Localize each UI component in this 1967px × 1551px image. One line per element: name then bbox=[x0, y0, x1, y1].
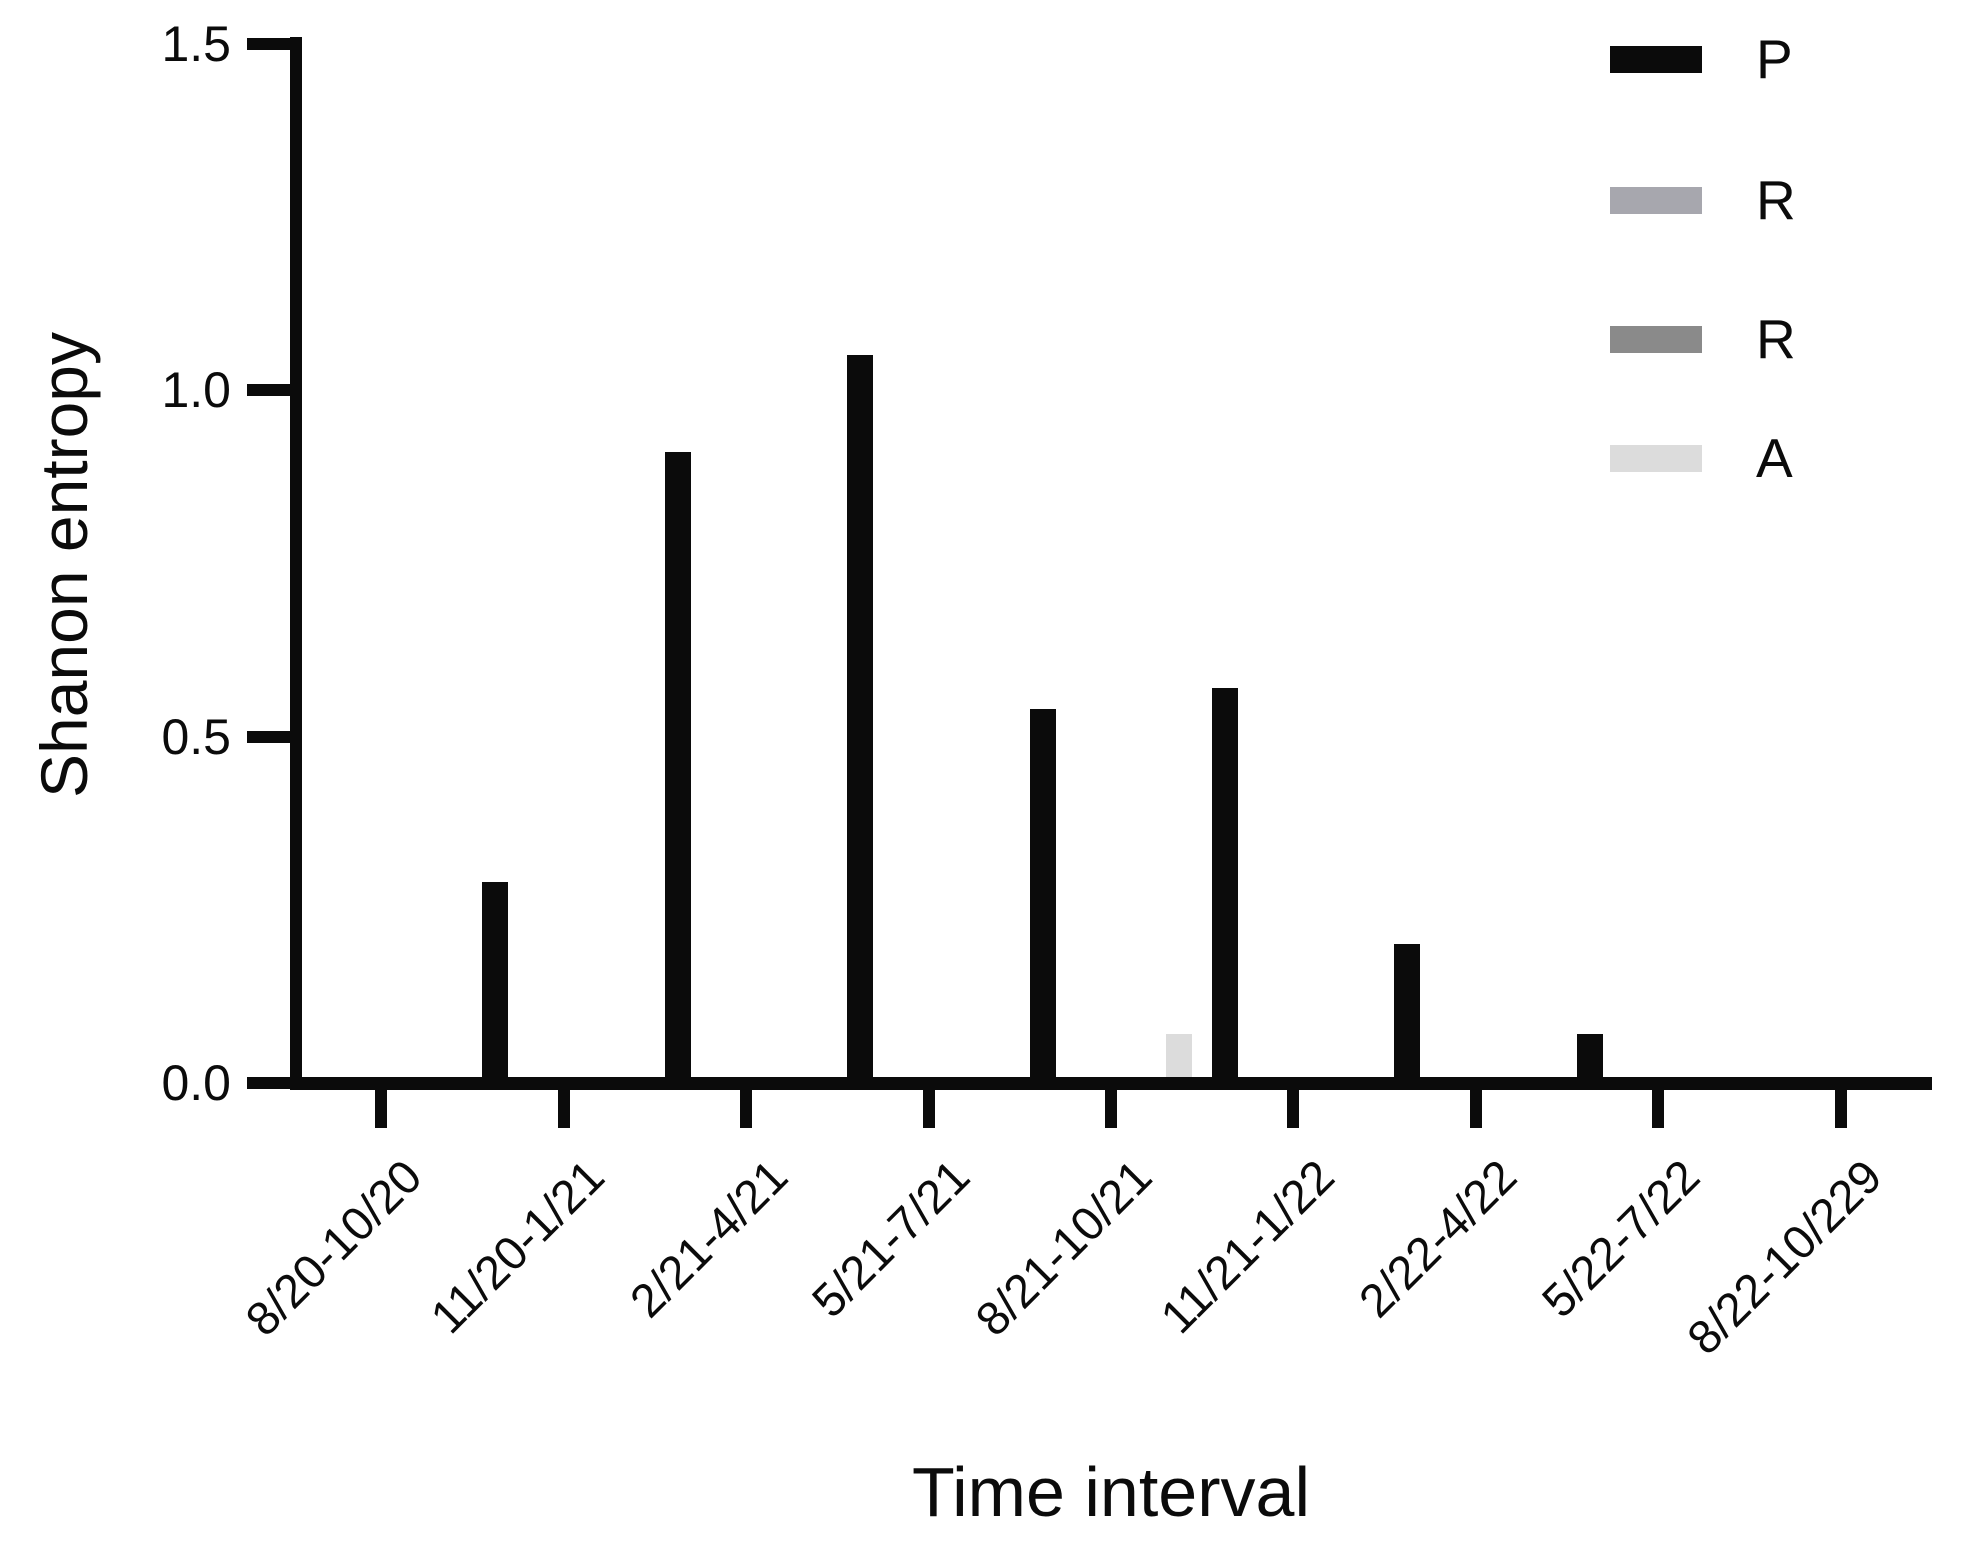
legend-label: A bbox=[1756, 427, 1793, 489]
legend-label: R bbox=[1756, 308, 1796, 370]
legend-swatch-r bbox=[1610, 325, 1702, 353]
y-tick bbox=[247, 730, 290, 743]
y-tick-label: 1.5 bbox=[161, 15, 231, 72]
legend-row: P bbox=[1610, 31, 1793, 87]
x-tick-label: 2/21-4/21 bbox=[618, 1149, 797, 1328]
y-axis-line bbox=[290, 37, 302, 1090]
legend-label: P bbox=[1756, 28, 1793, 90]
y-tick bbox=[247, 1077, 290, 1089]
x-tick bbox=[1652, 1090, 1665, 1128]
x-tick-label: 11/21-1/22 bbox=[1150, 1149, 1345, 1344]
bar-p-2/22-4/22 bbox=[1394, 944, 1421, 1090]
y-tick-label: 1.0 bbox=[161, 362, 231, 418]
x-tick-label: 5/22-7/22 bbox=[1531, 1149, 1710, 1328]
legend-swatch-p bbox=[1610, 45, 1702, 73]
x-axis-line bbox=[290, 1077, 1932, 1090]
y-tick-label: 0.5 bbox=[161, 708, 231, 765]
x-tick-label: 8/22-10/229 bbox=[1676, 1149, 1892, 1365]
y-tick bbox=[247, 37, 290, 50]
legend-swatch-a bbox=[1610, 444, 1702, 472]
x-tick bbox=[1105, 1090, 1117, 1128]
x-tick bbox=[1834, 1090, 1847, 1128]
legend-swatch-r bbox=[1610, 186, 1702, 214]
y-tick bbox=[247, 384, 290, 396]
legend-row: A bbox=[1610, 430, 1793, 486]
x-tick bbox=[557, 1090, 570, 1128]
x-tick bbox=[375, 1090, 388, 1128]
legend-row: R bbox=[1610, 311, 1796, 367]
x-tick-label: 2/22-4/22 bbox=[1348, 1149, 1527, 1328]
legend-label: R bbox=[1756, 169, 1796, 231]
bar-p-11/20-1/21 bbox=[482, 882, 509, 1090]
x-tick bbox=[1469, 1090, 1482, 1128]
x-tick bbox=[922, 1090, 935, 1128]
x-tick-label: 8/20-10/20 bbox=[235, 1149, 433, 1346]
x-tick-label: 11/20-1/21 bbox=[420, 1149, 615, 1344]
legend-row: R bbox=[1610, 172, 1796, 228]
bar-p-11/21-1/22 bbox=[1212, 687, 1239, 1090]
x-axis-title: Time interval bbox=[911, 1453, 1311, 1531]
x-tick-label: 8/21-10/21 bbox=[965, 1149, 1162, 1346]
bar-p-5/21-7/21 bbox=[847, 355, 874, 1090]
bar-p-8/21-10/21 bbox=[1029, 708, 1056, 1090]
x-tick-label: 5/21-7/21 bbox=[801, 1149, 980, 1328]
bar-p-2/21-4/21 bbox=[664, 452, 691, 1090]
x-tick bbox=[740, 1090, 753, 1128]
x-tick bbox=[1287, 1090, 1300, 1128]
y-tick-label: 0.0 bbox=[161, 1055, 231, 1111]
